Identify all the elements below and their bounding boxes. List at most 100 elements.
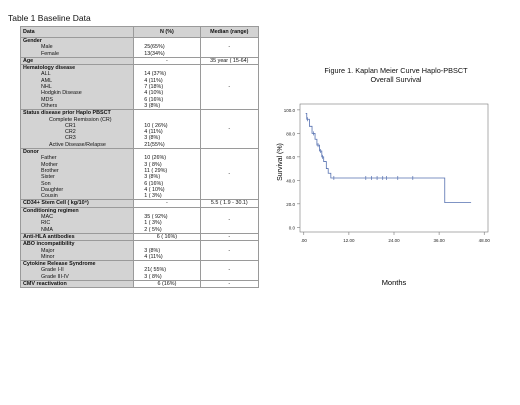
- row-median: -: [199, 206, 260, 234]
- row-label: Active Disease/Relapse: [49, 141, 106, 148]
- header-median: Median (range): [199, 26, 260, 38]
- row-value-cell: 25(65%) 13(34%): [133, 37, 201, 58]
- row-value: 6 (16%): [144, 96, 164, 103]
- row-label: Hodgkin Disease: [41, 90, 82, 97]
- section-title: Conditioning regimen: [23, 207, 79, 214]
- section-title: CMV reactivation: [23, 280, 67, 287]
- section-title: Donor: [23, 149, 39, 156]
- row-label: CR3: [65, 135, 76, 142]
- row-value-cell: 3 (8%) 4 (11%): [133, 240, 201, 262]
- table-row-status: Status disease prior Haplo PBSCT Complet…: [19, 109, 260, 150]
- section-title: Age: [23, 57, 34, 64]
- row-label-cell: Conditioning regimen MAC RIC NMA: [19, 206, 135, 234]
- row-value: 3 (8%): [144, 102, 161, 109]
- row-label: Cousin: [41, 193, 58, 200]
- row-median: -: [199, 148, 260, 201]
- x-tick-label: 36.00: [433, 238, 445, 243]
- row-label-cell: CMV reactivation: [19, 279, 135, 289]
- row-label: Female: [41, 50, 59, 57]
- header-data: Data: [19, 26, 135, 38]
- x-axis-label: Months: [382, 278, 407, 287]
- table-row-donor: Donor Father Mother Brother Sister Son D…: [19, 148, 260, 201]
- row-value: 11 ( 29%): [144, 167, 168, 174]
- header-n: N (%): [133, 26, 201, 38]
- row-label-cell: Age: [19, 56, 135, 66]
- row-label-cell: Status disease prior Haplo PBSCT Complet…: [19, 109, 135, 150]
- row-value: -: [133, 56, 201, 66]
- row-value: 1 ( 3%): [144, 220, 162, 227]
- table-row-cd34: CD34+ Stem Cell ( kg/10⁶) - 5.5 ( 1.9 - …: [19, 199, 260, 208]
- row-label: Male: [41, 44, 53, 51]
- section-title: Cytokine Release Syndrome: [23, 261, 96, 268]
- row-label-cell: Anti-HLA antibodies: [19, 232, 135, 242]
- x-tick-label: 12.00: [343, 238, 355, 243]
- row-value-cell: 21( 55%) 3 ( 8%): [133, 260, 201, 281]
- row-value: 7 (18%): [144, 84, 164, 91]
- row-label: Brother: [41, 167, 59, 174]
- row-median: -: [199, 64, 260, 111]
- row-value: 3 ( 8%): [144, 273, 162, 280]
- table-row-abo: ABO incompatibility Major Minor 3 (8%) 4…: [19, 240, 260, 262]
- table-title: Table 1 Baseline Data: [8, 13, 91, 23]
- section-title: Status disease prior Haplo PBSCT: [23, 110, 111, 117]
- row-label: NMA: [41, 226, 53, 233]
- section-title: Hematology disease: [23, 65, 76, 72]
- row-value-cell: 14 (37%) 4 (11%) 7 (18%) 4 (10%) 6 (16%)…: [133, 64, 201, 111]
- baseline-table: Data N (%) Median (range) Gender Male Fe…: [19, 26, 260, 289]
- row-label: Major: [41, 247, 55, 254]
- table-row-age: Age - 35 year ( 15-64): [19, 56, 260, 66]
- row-value: 4 ( 10%): [144, 186, 165, 193]
- row-value: 4 (11%): [144, 253, 163, 260]
- row-label: MAC: [41, 214, 53, 221]
- row-value: 21(55%): [144, 141, 165, 148]
- plot-frame: [299, 103, 489, 233]
- row-label-cell: Gender Male Female: [19, 37, 135, 58]
- row-label-cell: CD34+ Stem Cell ( kg/10⁶): [19, 199, 135, 208]
- row-value: 4 (11%): [144, 129, 163, 136]
- row-median: -: [199, 37, 260, 58]
- figure-title-line1: Figure 1. Kaplan Meier Curve Haplo-PBSCT: [324, 66, 468, 75]
- row-value-cell: 10 (26%) 3 ( 8%) 11 ( 29%) 3 (8%) 6 (16%…: [133, 148, 201, 201]
- row-value: -: [133, 199, 201, 208]
- row-label: Others: [41, 102, 58, 109]
- section-title: ABO incompatibility: [23, 241, 75, 248]
- table-row-hematology: Hematology disease ALL AML NHL Hodgkin D…: [19, 64, 260, 111]
- row-value: 6 (16%): [133, 279, 201, 289]
- km-chart: 0.0 20.0 40.0 60.0 80.0 100.0 .00 12.00 24.00 36.…: [277, 103, 491, 287]
- row-value-cell: 10 ( 26%) 4 (11%) 3 (8%) 21(55%): [133, 109, 201, 150]
- row-value: 6 ( 16%): [133, 232, 201, 242]
- km-curve-group: [305, 112, 472, 204]
- x-tick-label: 24.00: [388, 238, 400, 243]
- row-value: 25(65%): [144, 44, 165, 51]
- y-tick-label: 20.0: [286, 202, 295, 207]
- table-row-cmv: CMV reactivation 6 (16%) -: [19, 279, 260, 289]
- row-label-cell: Cytokine Release Syndrome Grade I-II Gra…: [19, 260, 135, 281]
- table-row-conditioning: Conditioning regimen MAC RIC NMA 35 ( 92…: [19, 206, 260, 234]
- row-label: NHL: [41, 84, 52, 91]
- y-tick-label: 40.0: [286, 178, 295, 183]
- row-value: 4 (11%): [144, 77, 163, 84]
- survival-curve: [305, 112, 472, 204]
- row-value: 21( 55%): [144, 267, 167, 274]
- x-tick-label: 48.00: [479, 238, 491, 243]
- row-label: Complete Remission (CR): [49, 116, 112, 123]
- row-label: Minor: [41, 253, 55, 260]
- y-tick-label: 100.0: [284, 108, 296, 113]
- y-tick-label: 60.0: [286, 155, 295, 160]
- y-tick-label: 80.0: [286, 131, 295, 136]
- row-label: CR2: [65, 129, 76, 136]
- y-axis-label: Survival (%): [277, 143, 284, 181]
- row-label: MDS: [41, 96, 53, 103]
- km-axes: 0.0 20.0 40.0 60.0 80.0 100.0 .00 12.00 24.00 36.…: [284, 103, 491, 243]
- row-label: ALL: [41, 71, 51, 78]
- row-label-cell: ABO incompatibility Major Minor: [19, 240, 135, 262]
- row-value: 14 (37%): [144, 71, 167, 78]
- row-median: 35 year ( 15-64): [199, 56, 260, 66]
- row-label: AML: [41, 77, 53, 84]
- row-value: 3 ( 8%): [144, 161, 162, 168]
- row-label: Grade III-IV: [41, 273, 69, 280]
- row-label-cell: Hematology disease ALL AML NHL Hodgkin D…: [19, 64, 135, 111]
- table-row-gender: Gender Male Female 25(65%) 13(34%) -: [19, 37, 260, 58]
- row-value: 10 (26%): [144, 155, 167, 162]
- row-value: 6 (16%): [144, 180, 164, 187]
